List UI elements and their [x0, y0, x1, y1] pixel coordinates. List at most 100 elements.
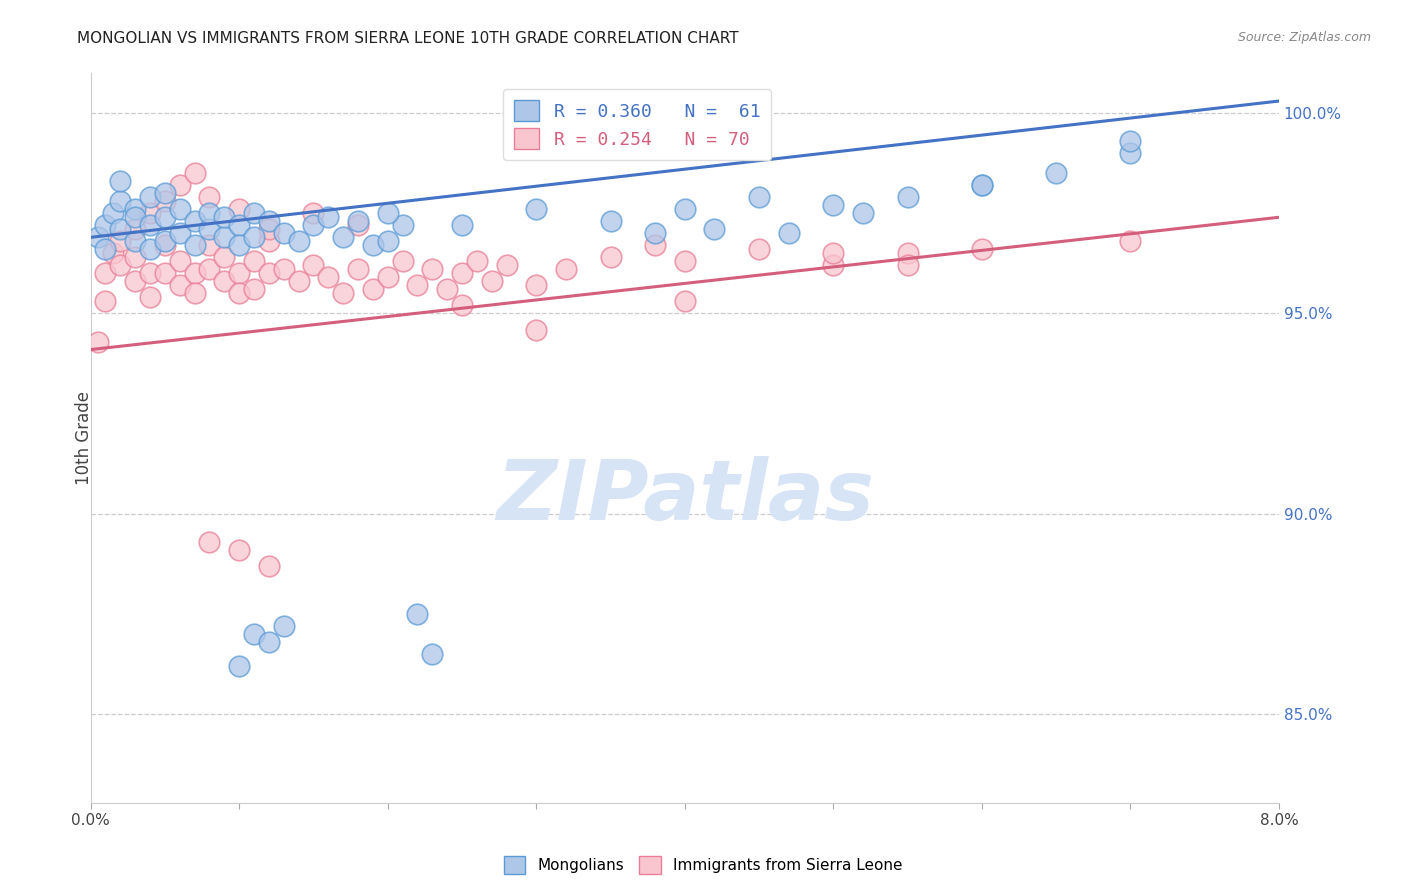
- Point: [198, 222, 221, 236]
- Point: [257, 222, 280, 236]
- Point: [347, 219, 370, 233]
- Text: ZIPatlas: ZIPatlas: [496, 456, 873, 537]
- Point: [748, 190, 770, 204]
- Point: [94, 294, 117, 309]
- Point: [673, 294, 696, 309]
- Point: [198, 190, 221, 204]
- Point: [361, 282, 384, 296]
- Point: [451, 298, 474, 312]
- Point: [748, 243, 770, 257]
- Point: [823, 198, 845, 212]
- Point: [1119, 134, 1142, 148]
- Point: [332, 286, 354, 301]
- Point: [101, 246, 124, 260]
- Point: [1045, 166, 1067, 180]
- Point: [110, 194, 132, 209]
- Point: [897, 190, 920, 204]
- Point: [228, 286, 250, 301]
- Point: [302, 259, 325, 273]
- Point: [316, 211, 339, 225]
- Point: [257, 635, 280, 649]
- Point: [153, 186, 176, 201]
- Point: [169, 202, 191, 217]
- Point: [169, 178, 191, 193]
- Point: [524, 278, 547, 293]
- Point: [110, 259, 132, 273]
- Point: [139, 267, 162, 281]
- Point: [169, 227, 191, 241]
- Point: [391, 219, 413, 233]
- Point: [970, 178, 993, 193]
- Point: [347, 262, 370, 277]
- Point: [273, 619, 295, 633]
- Point: [87, 230, 110, 244]
- Point: [228, 238, 250, 252]
- Y-axis label: 10th Grade: 10th Grade: [75, 391, 93, 484]
- Point: [377, 206, 399, 220]
- Point: [673, 202, 696, 217]
- Point: [214, 251, 236, 265]
- Point: [524, 322, 547, 336]
- Point: [124, 251, 146, 265]
- Point: [153, 235, 176, 249]
- Point: [198, 535, 221, 549]
- Point: [101, 206, 124, 220]
- Point: [451, 219, 474, 233]
- Point: [110, 174, 132, 188]
- Point: [94, 219, 117, 233]
- Point: [555, 262, 578, 277]
- Point: [599, 251, 621, 265]
- Point: [481, 274, 503, 288]
- Point: [243, 206, 266, 220]
- Point: [243, 230, 266, 244]
- Point: [243, 254, 266, 268]
- Point: [214, 211, 236, 225]
- Point: [287, 274, 309, 288]
- Point: [169, 278, 191, 293]
- Point: [703, 222, 725, 236]
- Point: [316, 270, 339, 285]
- Point: [228, 659, 250, 673]
- Point: [124, 235, 146, 249]
- Text: MONGOLIAN VS IMMIGRANTS FROM SIERRA LEONE 10TH GRADE CORRELATION CHART: MONGOLIAN VS IMMIGRANTS FROM SIERRA LEON…: [77, 31, 740, 46]
- Point: [673, 254, 696, 268]
- Point: [406, 278, 429, 293]
- Point: [153, 238, 176, 252]
- Point: [302, 219, 325, 233]
- Point: [332, 230, 354, 244]
- Point: [970, 178, 993, 193]
- Point: [257, 267, 280, 281]
- Point: [1119, 146, 1142, 161]
- Point: [524, 202, 547, 217]
- Point: [110, 235, 132, 249]
- Point: [228, 543, 250, 558]
- Point: [214, 230, 236, 244]
- Point: [420, 647, 443, 661]
- Point: [214, 274, 236, 288]
- Point: [198, 206, 221, 220]
- Point: [823, 246, 845, 260]
- Legend: Mongolians, Immigrants from Sierra Leone: Mongolians, Immigrants from Sierra Leone: [498, 850, 908, 880]
- Point: [87, 334, 110, 349]
- Point: [139, 290, 162, 304]
- Point: [228, 202, 250, 217]
- Point: [243, 627, 266, 641]
- Point: [1119, 235, 1142, 249]
- Point: [257, 235, 280, 249]
- Point: [644, 238, 666, 252]
- Point: [897, 246, 920, 260]
- Point: [139, 243, 162, 257]
- Point: [198, 262, 221, 277]
- Point: [970, 243, 993, 257]
- Legend: R = 0.360   N =  61, R = 0.254   N = 70: R = 0.360 N = 61, R = 0.254 N = 70: [503, 89, 772, 160]
- Point: [153, 211, 176, 225]
- Point: [377, 270, 399, 285]
- Point: [420, 262, 443, 277]
- Point: [465, 254, 488, 268]
- Point: [228, 267, 250, 281]
- Point: [347, 214, 370, 228]
- Point: [391, 254, 413, 268]
- Point: [139, 219, 162, 233]
- Point: [139, 206, 162, 220]
- Point: [273, 227, 295, 241]
